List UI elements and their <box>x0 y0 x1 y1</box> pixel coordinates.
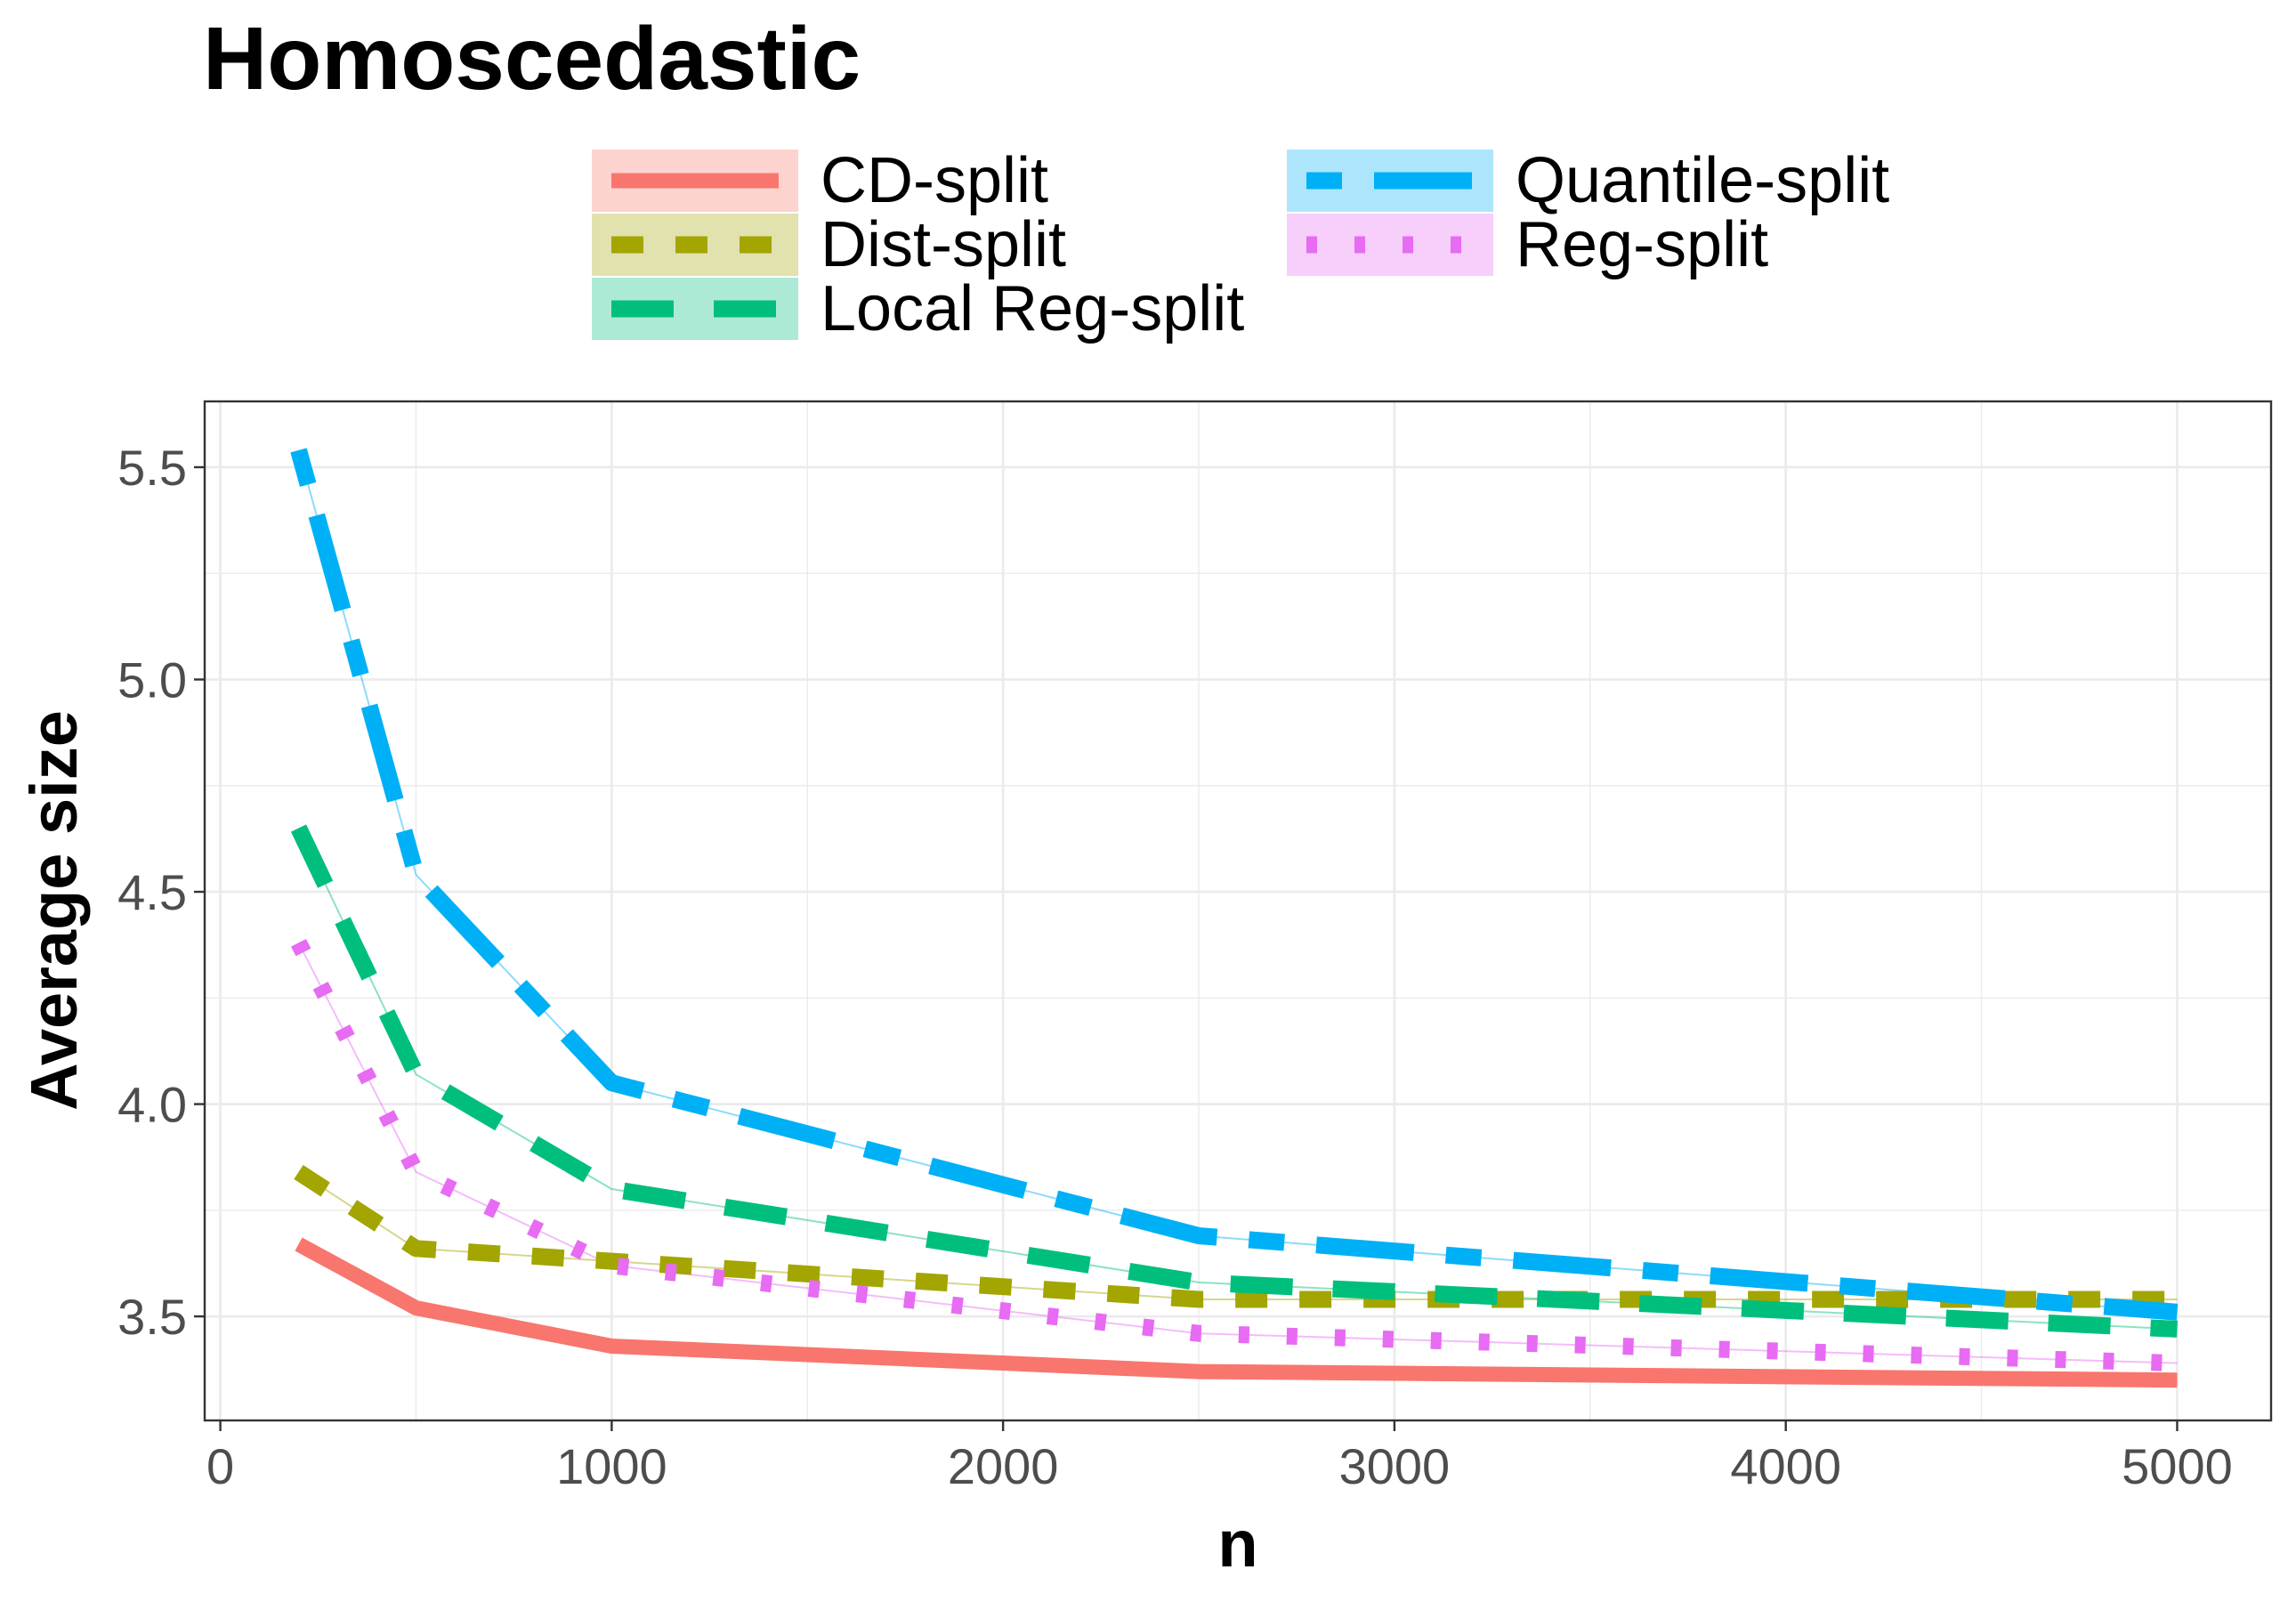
data-point-local-reg-split <box>611 1188 612 1189</box>
data-point-dist-split <box>2177 1299 2178 1300</box>
x-tick-label: 2000 <box>948 1438 1059 1494</box>
x-tick-label: 4000 <box>1730 1438 1841 1494</box>
data-point-reg-split <box>611 1265 612 1266</box>
legend-label-dist-split: Dist-split <box>821 209 1066 280</box>
data-point-cd-split <box>611 1346 612 1347</box>
x-axis: 0 1000 2000 3000 4000 5000 <box>206 1420 2233 1494</box>
y-tick-label: 5.5 <box>117 440 187 496</box>
plot-panel <box>205 401 2271 1420</box>
data-point-reg-split <box>1199 1333 1200 1334</box>
y-tick-label: 5.0 <box>117 651 187 708</box>
y-axis-title: Average size <box>17 710 91 1111</box>
data-point-dist-split <box>611 1261 612 1262</box>
data-point-dist-split <box>298 1171 299 1172</box>
x-tick-label: 0 <box>206 1438 234 1494</box>
legend-label-local-reg-split: Local Reg-split <box>821 273 1244 344</box>
y-tick-label: 4.5 <box>117 864 187 920</box>
y-axis: 3.5 4.0 4.5 5.0 5.5 <box>117 440 205 1345</box>
data-point-cd-split <box>1199 1371 1200 1372</box>
legend-key-reg-split <box>1287 214 1493 276</box>
legend-label-reg-split: Reg-split <box>1516 209 1768 280</box>
y-tick-label: 3.5 <box>117 1289 187 1345</box>
grid <box>205 401 2271 1420</box>
legend-label-cd-split: CD-split <box>821 145 1048 216</box>
series-line-quantile-split <box>290 448 2179 1321</box>
data-point-quantile-split <box>1199 1235 1200 1236</box>
series-thin-local-reg-split <box>297 828 2178 1331</box>
data-point-quantile-split <box>298 449 299 450</box>
data-point-local-reg-split <box>298 828 299 829</box>
data-point-quantile-split <box>611 1082 612 1083</box>
legend-label-quantile-split: Quantile-split <box>1516 145 1889 216</box>
data-point-cd-split <box>298 1244 299 1245</box>
y-tick-label: 4.0 <box>117 1077 187 1133</box>
series-lines <box>290 448 2179 1388</box>
x-tick-label: 3000 <box>1339 1438 1451 1494</box>
chart-title: Homoscedastic <box>203 9 861 109</box>
series-line-cd-split <box>295 1237 2178 1388</box>
x-tick-label: 5000 <box>2122 1438 2233 1494</box>
data-point-quantile-split <box>2177 1312 2178 1313</box>
data-point-local-reg-split <box>2177 1329 2178 1330</box>
series-line-dist-split <box>294 1164 2178 1308</box>
x-axis-title: n <box>1217 1507 1257 1581</box>
x-tick-label: 1000 <box>556 1438 667 1494</box>
plot-border <box>203 400 2273 1422</box>
data-point-dist-split <box>1199 1299 1200 1300</box>
